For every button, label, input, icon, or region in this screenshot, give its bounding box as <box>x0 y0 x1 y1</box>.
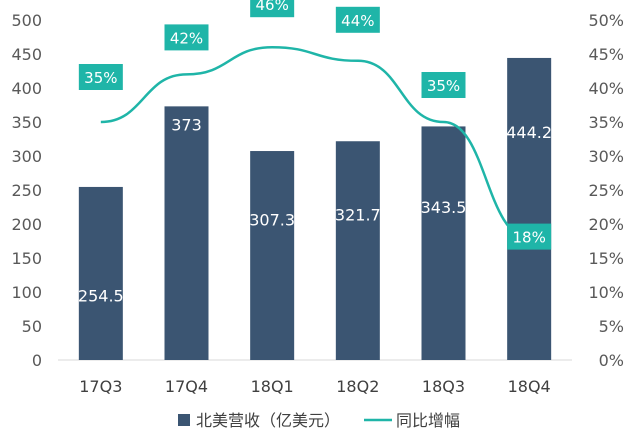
growth-label: 46% <box>250 0 295 18</box>
x-tick-label: 17Q3 <box>79 377 122 396</box>
right-y-tick-label: 20% <box>588 215 624 234</box>
growth-label-box <box>335 6 380 33</box>
x-tick-label: 18Q2 <box>336 377 379 396</box>
revenue-bars <box>78 57 552 360</box>
growth-label: 35% <box>78 64 123 90</box>
growth-label-text: 35% <box>427 77 460 95</box>
growth-label-box <box>78 64 123 90</box>
growth-label-text: 46% <box>255 0 288 14</box>
revenue-bar-label: 444.2 <box>506 123 552 142</box>
right-y-tick-label: 50% <box>588 11 624 30</box>
revenue-bar-label: 254.5 <box>78 286 124 305</box>
growth-label: 42% <box>164 24 209 51</box>
right-y-tick-label: 15% <box>588 249 624 268</box>
growth-label: 35% <box>421 72 466 98</box>
left-y-tick-label: 0 <box>32 351 42 370</box>
legend-revenue-label: 北美营收（亿美元） <box>196 411 340 430</box>
left-y-tick-label: 150 <box>11 249 42 268</box>
revenue-bar-label: 373 <box>171 115 202 134</box>
revenue-bar-label: 307.3 <box>249 211 295 230</box>
legend-growth-label: 同比增幅 <box>396 411 460 430</box>
left-y-tick-label: 200 <box>11 215 42 234</box>
left-y-tick-label: 250 <box>11 181 42 200</box>
right-y-tick-label: 40% <box>588 79 624 98</box>
growth-label-box <box>164 24 209 51</box>
growth-label-text: 42% <box>170 29 203 47</box>
right-y-tick-label: 0% <box>599 351 624 370</box>
growth-label: 18% <box>507 223 552 250</box>
revenue-bar <box>507 57 552 360</box>
right-y-tick-label: 45% <box>588 45 624 64</box>
x-tick-label: 18Q1 <box>251 377 294 396</box>
growth-label-text: 35% <box>84 69 117 87</box>
right-y-tick-label: 35% <box>588 113 624 132</box>
left-y-tick-label: 500 <box>11 11 42 30</box>
right-y-tick-label: 25% <box>588 181 624 200</box>
growth-line <box>100 45 530 239</box>
legend-revenue-swatch <box>178 414 190 426</box>
x-tick-label: 17Q4 <box>165 377 208 396</box>
revenue-bar-label: 321.7 <box>335 206 381 225</box>
left-y-tick-label: 100 <box>11 283 42 302</box>
revenue-bar <box>335 141 380 360</box>
growth-label-text: 44% <box>341 12 374 30</box>
right-y-tick-label: 30% <box>588 147 624 166</box>
left-y-tick-label: 300 <box>11 147 42 166</box>
growth-label-box <box>421 72 466 98</box>
left-y-tick-label: 350 <box>11 113 42 132</box>
revenue-bar <box>250 151 295 360</box>
revenue-bar <box>421 126 466 360</box>
revenue-bar <box>164 106 209 360</box>
left-y-tick-label: 400 <box>11 79 42 98</box>
right-y-tick-label: 10% <box>588 283 624 302</box>
growth-label-text: 18% <box>512 229 545 247</box>
revenue-bar <box>78 186 123 360</box>
x-tick-label: 18Q4 <box>508 377 551 396</box>
legend: 北美营收（亿美元） 同比增幅 <box>178 411 460 430</box>
revenue-bar-label: 343.5 <box>421 198 467 217</box>
right-y-axis: 0% 5% 10% 15% 20% 25% 30% 35% 40% 45% 50% <box>588 11 624 370</box>
left-y-tick-label: 50 <box>22 317 42 336</box>
left-y-axis: 0 50 100 150 200 250 300 350 400 450 500 <box>11 11 42 370</box>
growth-label-box <box>507 223 552 250</box>
left-y-tick-label: 450 <box>11 45 42 64</box>
growth-label: 44% <box>335 6 380 33</box>
growth-label-box <box>250 0 295 18</box>
right-y-tick-label: 5% <box>599 317 624 336</box>
x-tick-label: 18Q3 <box>422 377 465 396</box>
growth-labels: 35% 42% 46% 44% 35% 18% <box>78 0 552 250</box>
x-axis-ticks: 17Q3 17Q4 18Q1 18Q2 18Q3 18Q4 <box>79 377 550 396</box>
revenue-bar-labels: 254.5 373 307.3 321.7 343.5 444.2 <box>78 115 552 305</box>
